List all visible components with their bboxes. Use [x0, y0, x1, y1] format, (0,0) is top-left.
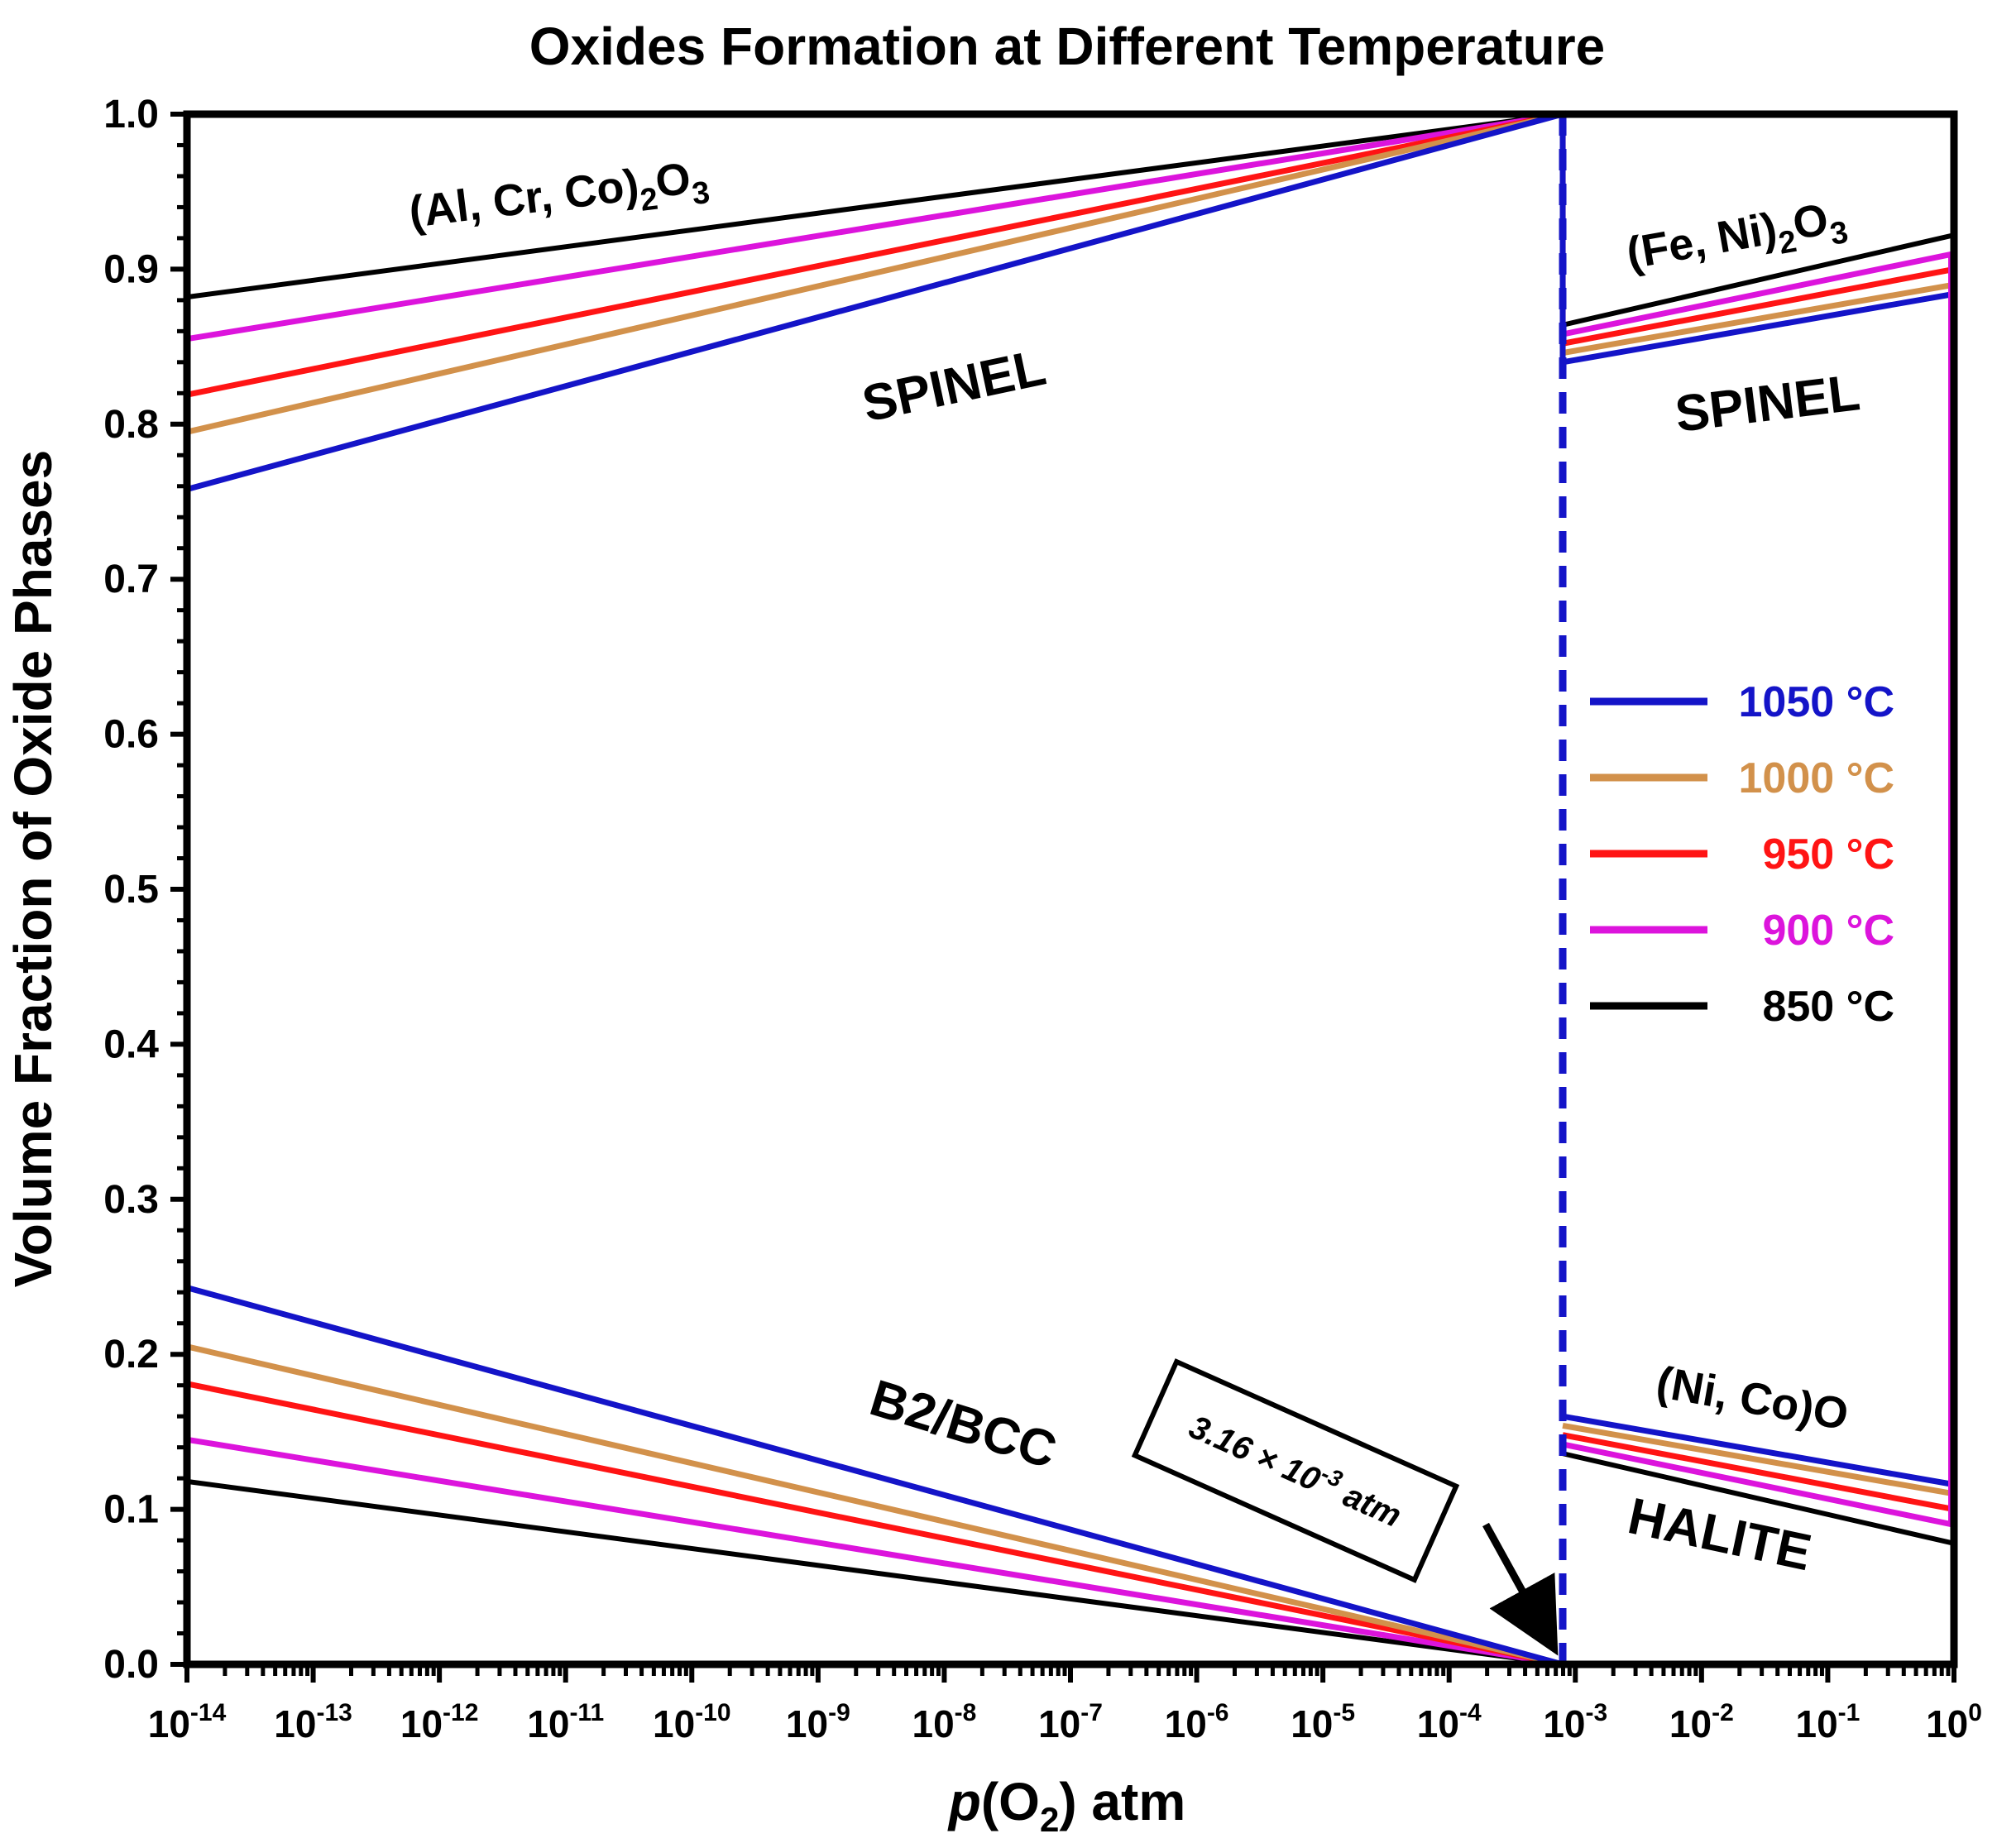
annotation-halite-formula: (Ni, Co)O — [1653, 1357, 1852, 1440]
y-tick-label: 0.5 — [103, 868, 159, 912]
series-line-halite — [1562, 1451, 1955, 1546]
series-line-b2bcc — [186, 1343, 1564, 1668]
x-tick-label: 100 — [1926, 1699, 1982, 1745]
legend-label: 900 °C — [1762, 907, 1894, 955]
y-tick-label: 0.9 — [103, 247, 159, 291]
x-tick-label: 10-1 — [1795, 1699, 1860, 1745]
x-tick-label: 10-9 — [786, 1699, 850, 1745]
series-line-halite — [1562, 1432, 1955, 1513]
series-line-halite — [1562, 1441, 1955, 1528]
series-line-b2bcc — [186, 1285, 1564, 1668]
y-tick-label: 0.4 — [103, 1022, 159, 1066]
annotation-spinel-right-formula: (Fe, Ni)2O3 — [1623, 191, 1851, 287]
series-line-halite — [1562, 1413, 1955, 1488]
series-line-b2bcc — [186, 1436, 1564, 1668]
x-axis-ticks: 10-14 10-13 10-12 10-11 10-10 10-9 10-8 10-7 10-… — [148, 1664, 1982, 1745]
x-tick-label: 10-14 — [148, 1699, 227, 1745]
y-tick-label: 0.7 — [103, 558, 159, 601]
y-tick-label: 0.2 — [103, 1333, 159, 1376]
callout-arrow — [1482, 1522, 1559, 1656]
annotation-halite-label: HALITE — [1623, 1487, 1816, 1582]
y-tick-label: 0.8 — [103, 403, 159, 447]
x-tick-label: 10-6 — [1165, 1699, 1229, 1745]
x-tick-label: 10-2 — [1669, 1699, 1734, 1745]
x-tick-label: 10-12 — [400, 1699, 479, 1745]
x-tick-label: 10-5 — [1291, 1699, 1355, 1745]
legend: 1050 °C 1000 °C 950 °C 900 °C 850 °C — [1590, 678, 1894, 1031]
series-line-halite — [1562, 1422, 1955, 1497]
legend-label: 1000 °C — [1739, 754, 1894, 802]
x-tick-label: 10-3 — [1543, 1699, 1607, 1745]
x-tick-label: 10-7 — [1038, 1699, 1103, 1745]
series-line-b2bcc — [186, 1478, 1564, 1667]
x-tick-label: 10-13 — [274, 1699, 352, 1745]
annotation-spinel-right-label: SPINEL — [1672, 364, 1863, 443]
annotation-b2bcc-label: B2/BCC — [864, 1369, 1063, 1479]
y-axis-label: Volume Fraction of Oxide Phases — [3, 450, 63, 1287]
y-axis-ticks: 0.0 0.1 0.2 0.3 0.4 0.5 0.6 0.7 0.8 0.9 1.0 — [103, 93, 187, 1687]
callout-box: 3.16 × 10-3 atm — [1131, 1358, 1460, 1583]
y-tick-label: 0.0 — [103, 1643, 159, 1687]
y-tick-label: 0.1 — [103, 1488, 159, 1532]
x-tick-label: 10-8 — [912, 1699, 976, 1745]
plot-frame — [183, 110, 1958, 1668]
y-tick-label: 0.3 — [103, 1178, 159, 1222]
y-tick-label: 0.6 — [103, 713, 159, 757]
legend-label: 950 °C — [1762, 831, 1894, 879]
x-tick-label: 10-11 — [527, 1699, 604, 1745]
x-tick-label: 10-4 — [1417, 1699, 1482, 1745]
x-axis-label: p(O2) atm — [947, 1772, 1185, 1839]
legend-label: 850 °C — [1762, 983, 1894, 1031]
series-line-b2bcc — [186, 1381, 1564, 1668]
y-tick-label: 1.0 — [103, 93, 159, 136]
series-lines — [186, 110, 1955, 1668]
legend-label: 1050 °C — [1739, 678, 1894, 726]
x-tick-label: 10-10 — [653, 1699, 731, 1745]
annotation-spinel-left-label: SPINEL — [858, 339, 1051, 433]
chart-title: Oxides Formation at Different Temperatur… — [529, 17, 1605, 76]
